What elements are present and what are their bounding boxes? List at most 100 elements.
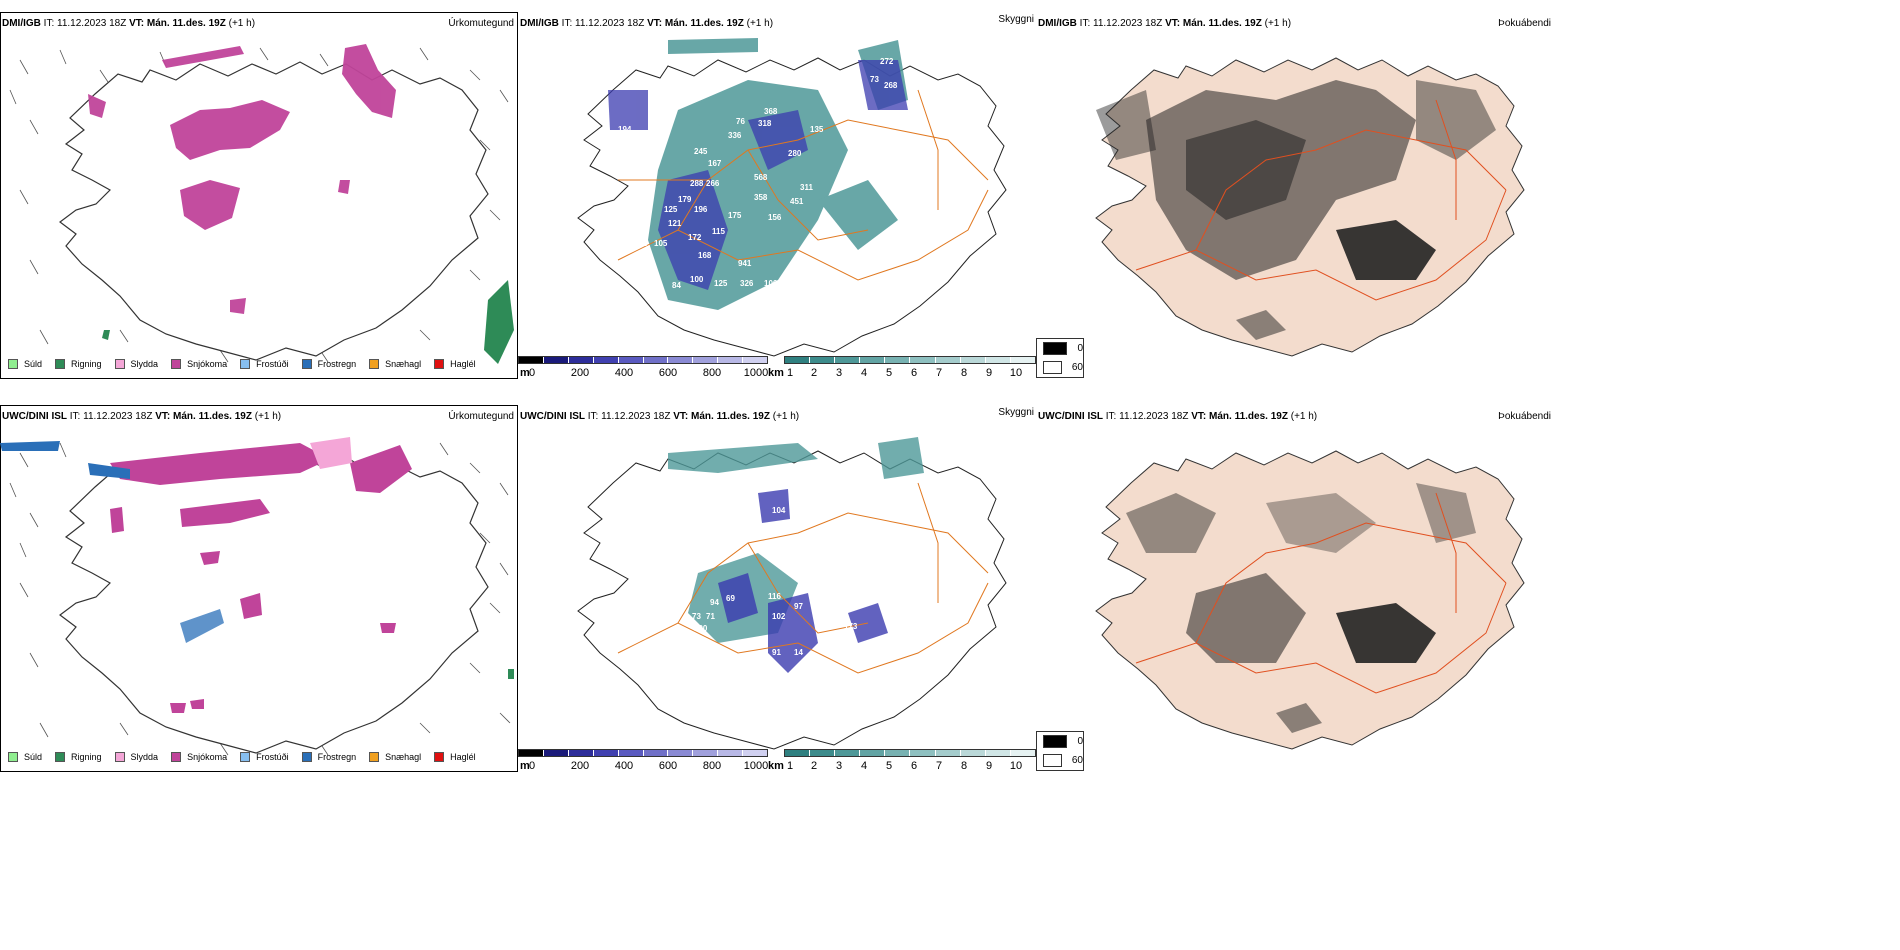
cloud-label: 69 xyxy=(726,594,735,603)
vt-label: VT: xyxy=(1191,411,1207,422)
precip-legend: Súld Rigning Slydda Snjókoma Frostúði Fr… xyxy=(8,359,489,369)
fog-shading xyxy=(1096,80,1496,340)
cloud-label: 125 xyxy=(718,329,732,338)
legend-item: Rigning xyxy=(55,752,102,762)
legend-swatch xyxy=(55,752,66,762)
it-label: IT: xyxy=(1079,18,1091,29)
visibility-unit: km xyxy=(768,367,784,379)
fog-legend-label: 60 xyxy=(1071,362,1083,373)
cloud-label: 288 xyxy=(690,179,704,188)
rain-areas xyxy=(102,280,514,364)
freezing-areas xyxy=(0,441,224,643)
cloud-label: 266 xyxy=(706,179,720,188)
cloud-label: 102 xyxy=(772,612,786,621)
cloud-label: 194 xyxy=(618,125,632,134)
tick-label: 4 xyxy=(860,760,868,772)
fog-legend-row: 0 xyxy=(1037,732,1083,751)
cloud-label: 308 xyxy=(718,488,732,497)
road-network xyxy=(617,89,989,281)
cloud-base-unit: m xyxy=(520,760,530,772)
tick-label: 8 xyxy=(960,760,968,772)
cloud-label: 103 xyxy=(650,674,664,683)
cloud-label: 202 xyxy=(852,568,866,577)
cloud-label: 94 xyxy=(710,598,719,607)
legend-swatch xyxy=(114,359,125,369)
cloud-label: 173 xyxy=(844,622,858,631)
cloud-label: 168 xyxy=(698,251,712,260)
tick-label: 0 xyxy=(528,760,536,772)
it-label: IT: xyxy=(587,411,599,422)
offset: (+1 h) xyxy=(1264,18,1292,29)
it-label: IT: xyxy=(43,18,55,29)
cloud-base-labels: 308 273 104 202 116 97 69 94 73 71 102 1… xyxy=(650,478,866,683)
precip-map xyxy=(9,44,514,364)
fog-swatch xyxy=(1043,342,1068,355)
vt-value: Mán. 11.des. 19Z xyxy=(173,411,252,422)
fog-swatch xyxy=(1043,735,1068,748)
fog-map xyxy=(1095,450,1525,750)
legend-label: Snjókoma xyxy=(187,752,228,762)
cloud-label: 73 xyxy=(870,75,879,84)
cloud-label: 175 xyxy=(728,211,742,220)
legend-swatch xyxy=(55,359,66,369)
tick-label: 6 xyxy=(910,760,918,772)
cloud-label: 318 xyxy=(758,119,772,128)
product-name: Skyggni xyxy=(998,14,1034,25)
cloud-label: 272 xyxy=(880,57,894,66)
fog-legend-row: 60 xyxy=(1037,751,1083,770)
legend-label: Súld xyxy=(24,359,43,369)
sleet-areas xyxy=(310,437,352,469)
cloud-base-areas xyxy=(608,60,908,290)
legend-swatch xyxy=(114,752,125,762)
legend-label: Snjókoma xyxy=(187,359,228,369)
cloud-base-cells xyxy=(518,356,768,364)
cloud-label: 121 xyxy=(668,219,682,228)
visibility-colorbar: km 1 2 3 4 5 6 7 8 9 10 xyxy=(768,749,1036,773)
legend-swatch xyxy=(434,359,445,369)
offset: (+1 h) xyxy=(228,18,256,29)
legend-item: Slydda xyxy=(114,359,159,369)
vt-value: Mán. 11.des. 19Z xyxy=(1182,18,1262,29)
legend-label: Frostúði xyxy=(256,359,289,369)
tick-label: 10 xyxy=(1009,367,1023,379)
it-value: 11.12.2023 18Z xyxy=(1093,18,1163,29)
cloud-label: 76 xyxy=(736,117,745,126)
cloud-label: 273 xyxy=(754,478,768,487)
fog-legend-label: 60 xyxy=(1071,755,1083,766)
legend-swatch xyxy=(369,752,380,762)
cloud-panel-row2: UWC/DINI ISL IT: 11.12.2023 18Z VT: Mán.… xyxy=(518,405,1036,772)
legend-swatch xyxy=(369,359,380,369)
precip-panel-row2: UWC/DINI ISL IT: 11.12.2023 18Z VT: Mán.… xyxy=(0,405,518,772)
it-label: IT: xyxy=(69,411,81,422)
legend-item: Haglél xyxy=(434,359,476,369)
it-value: 11.12.2023 18Z xyxy=(575,18,645,29)
cloud-label: 268 xyxy=(884,81,898,90)
it-value: 11.12.2023 18Z xyxy=(601,411,671,422)
cloud-label: 100 xyxy=(690,275,704,284)
legend-label: Snæhagl xyxy=(385,359,422,369)
precip-panel-row1: DMI/IGB IT: 11.12.2023 18Z VT: Mán. 11.d… xyxy=(0,12,518,379)
tick-label: 600 xyxy=(658,760,678,772)
tick-label: 3 xyxy=(835,367,843,379)
tick-label: 1 xyxy=(786,760,794,772)
legend-label: Slydda xyxy=(130,359,159,369)
tick-label: 6 xyxy=(910,367,918,379)
cloud-panel-row1: DMI/IGB IT: 11.12.2023 18Z VT: Mán. 11.d… xyxy=(518,12,1036,379)
fog-panel-row1: DMI/IGB IT: 11.12.2023 18Z VT: Mán. 11.d… xyxy=(1036,12,1553,379)
precip-title: UWC/DINI ISL IT: 11.12.2023 18Z VT: Mán.… xyxy=(2,411,281,423)
vt-value: Mán. 11.des. 19Z xyxy=(146,18,226,29)
legend-item: Snæhagl xyxy=(369,359,421,369)
cloud-label: 311 xyxy=(800,183,813,192)
cloud-label: 568 xyxy=(754,173,768,182)
legend-swatch xyxy=(171,752,182,762)
model-name: DMI/IGB xyxy=(520,18,559,29)
cloud-label: 116 xyxy=(768,592,781,601)
tick-label: 200 xyxy=(570,760,590,772)
vt-value: Mán. 11.des. 19Z xyxy=(1209,411,1288,422)
legend-item: Súld xyxy=(8,752,42,762)
fog-legend-row: 0 xyxy=(1037,339,1083,358)
tick-label: 400 xyxy=(614,367,634,379)
legend-item: Frostregn xyxy=(301,752,356,762)
cloud-label: 368 xyxy=(764,107,778,116)
cloud-label: 64 xyxy=(662,642,671,651)
